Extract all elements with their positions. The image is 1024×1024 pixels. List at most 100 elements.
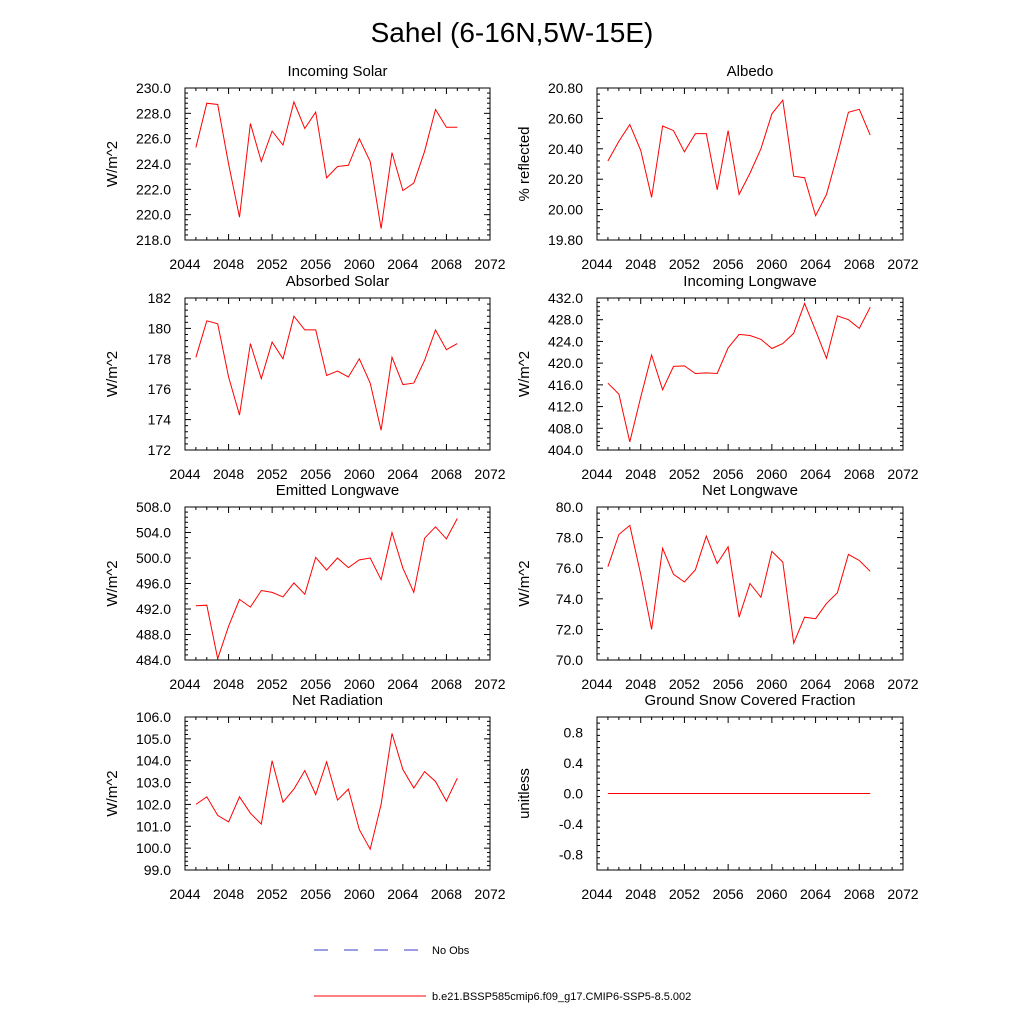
- x-tick-label: 2064: [387, 886, 418, 902]
- x-tick-label: 2056: [300, 886, 331, 902]
- x-tick-label: 2044: [581, 886, 612, 902]
- series-line-net-longwave: [607, 524, 871, 646]
- x-tick-label: 2068: [431, 256, 462, 272]
- y-tick-label: -0.8: [559, 847, 583, 863]
- x-tick-label: 2052: [257, 256, 288, 272]
- y-axis-label: unitless: [516, 768, 533, 819]
- x-tick-label: 2044: [581, 256, 612, 272]
- x-tick-label: 2068: [431, 466, 462, 482]
- y-axis-label: W/m^2: [104, 141, 121, 187]
- panel-title: Absorbed Solar: [286, 273, 389, 290]
- x-tick-label: 2072: [887, 676, 918, 692]
- panel-absorbed-solar: Absorbed Solar W/m^2 2044 2048 2052 2056 2060 2…: [104, 273, 506, 482]
- x-tick-label: 2068: [844, 466, 875, 482]
- panel-incoming-longwave: Incoming Longwave W/m^2 2044 2048 2052 2056 20…: [516, 273, 919, 482]
- y-tick-label: 178: [148, 351, 172, 367]
- y-tick-label: 20.00: [548, 202, 583, 218]
- y-tick-label: 218.0: [136, 232, 171, 248]
- panel-net-radiation: Net Radiation W/m^2 2044 2048 2052 2056 2060 20…: [104, 692, 506, 902]
- x-tick-label: 2064: [387, 466, 418, 482]
- x-tick-label: 2060: [756, 886, 787, 902]
- y-axis-label: % reflected: [516, 126, 533, 201]
- plot-frame: [184, 716, 491, 871]
- series-line-incoming-longwave: [607, 302, 871, 443]
- panel-emitted-longwave: Emitted Longwave W/m^2 2044 2048 2052 2056 206…: [104, 482, 506, 692]
- x-tick-label: 2056: [300, 676, 331, 692]
- y-tick-label: 0.0: [564, 786, 584, 802]
- y-tick-label: 20.40: [548, 141, 583, 157]
- series-line-net-radiation: [195, 733, 458, 851]
- y-tick-label: 20.20: [548, 171, 583, 187]
- x-tick-label: 2072: [474, 466, 505, 482]
- plot-frame: [596, 87, 904, 241]
- panel-title: Emitted Longwave: [276, 482, 399, 499]
- y-tick-label: 100.0: [136, 840, 171, 856]
- y-tick-label: 420.0: [548, 355, 583, 371]
- y-tick-label: 228.0: [136, 105, 171, 121]
- x-tick-label: 2060: [344, 466, 375, 482]
- x-tick-label: 2068: [844, 886, 875, 902]
- x-tick-label: 2056: [713, 466, 744, 482]
- y-tick-label: 508.0: [136, 499, 171, 515]
- x-tick-label: 2064: [800, 886, 831, 902]
- y-axis-label: W/m^2: [516, 351, 533, 397]
- x-tick-label: 2048: [213, 886, 244, 902]
- y-tick-label: 432.0: [548, 290, 583, 306]
- y-tick-label: 0.4: [564, 755, 584, 771]
- x-tick-label: 2044: [169, 466, 200, 482]
- panel-title: Ground Snow Covered Fraction: [645, 692, 856, 709]
- x-tick-label: 2052: [669, 256, 700, 272]
- y-tick-label: 19.80: [548, 232, 583, 248]
- y-tick-label: 102.0: [136, 796, 171, 812]
- series-line-absorbed-solar: [195, 315, 458, 431]
- y-tick-label: 103.0: [136, 775, 171, 791]
- figure-title: Sahel (6-16N,5W-15E): [371, 17, 654, 48]
- x-tick-label: 2060: [756, 466, 787, 482]
- legend-model-label: b.e21.BSSP585cmip6.f09_g17.CMIP6-SSP5-8.…: [432, 991, 691, 1003]
- x-tick-label: 2048: [213, 256, 244, 272]
- y-tick-label: 174: [148, 412, 172, 428]
- x-tick-label: 2072: [887, 886, 918, 902]
- x-tick-label: 2044: [169, 886, 200, 902]
- x-tick-label: 2044: [581, 676, 612, 692]
- y-tick-label: 20.60: [548, 110, 583, 126]
- y-tick-label: 224.0: [136, 156, 171, 172]
- y-tick-label: 230.0: [136, 80, 171, 96]
- y-tick-label: 220.0: [136, 207, 171, 223]
- y-tick-label: 176: [148, 381, 172, 397]
- x-tick-label: 2056: [300, 466, 331, 482]
- y-tick-label: 416.0: [548, 377, 583, 393]
- y-tick-label: 500.0: [136, 550, 171, 566]
- legend: No Obs b.e21.BSSP585cmip6.f09_g17.CMIP6-…: [314, 945, 691, 1003]
- y-tick-label: 488.0: [136, 627, 171, 643]
- panel-title: Albedo: [727, 63, 774, 80]
- x-tick-label: 2044: [581, 466, 612, 482]
- y-tick-label: -0.4: [559, 816, 583, 832]
- x-tick-label: 2060: [344, 676, 375, 692]
- y-tick-label: 105.0: [136, 731, 171, 747]
- x-tick-label: 2052: [257, 676, 288, 692]
- y-axis-label: W/m^2: [104, 351, 121, 397]
- plot-frame: [184, 297, 491, 451]
- panel-ground-snow-covered-fraction: Ground Snow Covered Fraction unitless 2044…: [516, 692, 919, 902]
- x-tick-label: 2048: [625, 676, 656, 692]
- y-tick-label: 70.0: [556, 652, 583, 668]
- x-tick-label: 2052: [669, 466, 700, 482]
- panel-title: Incoming Longwave: [683, 273, 816, 290]
- x-tick-label: 2060: [756, 676, 787, 692]
- x-tick-label: 2072: [474, 676, 505, 692]
- y-tick-label: 104.0: [136, 753, 171, 769]
- panels: Incoming Solar W/m^2 2044 2048 2052 2056 2060 2…: [104, 63, 919, 902]
- y-tick-label: 72.0: [556, 621, 583, 637]
- x-tick-label: 2064: [387, 256, 418, 272]
- y-tick-label: 404.0: [548, 442, 583, 458]
- x-tick-label: 2056: [300, 256, 331, 272]
- x-tick-label: 2056: [713, 676, 744, 692]
- x-tick-label: 2048: [213, 466, 244, 482]
- series-line-emitted-longwave: [195, 518, 458, 661]
- x-tick-label: 2048: [213, 676, 244, 692]
- y-tick-label: 226.0: [136, 131, 171, 147]
- y-tick-label: 20.80: [548, 80, 583, 96]
- y-tick-label: 180: [148, 320, 172, 336]
